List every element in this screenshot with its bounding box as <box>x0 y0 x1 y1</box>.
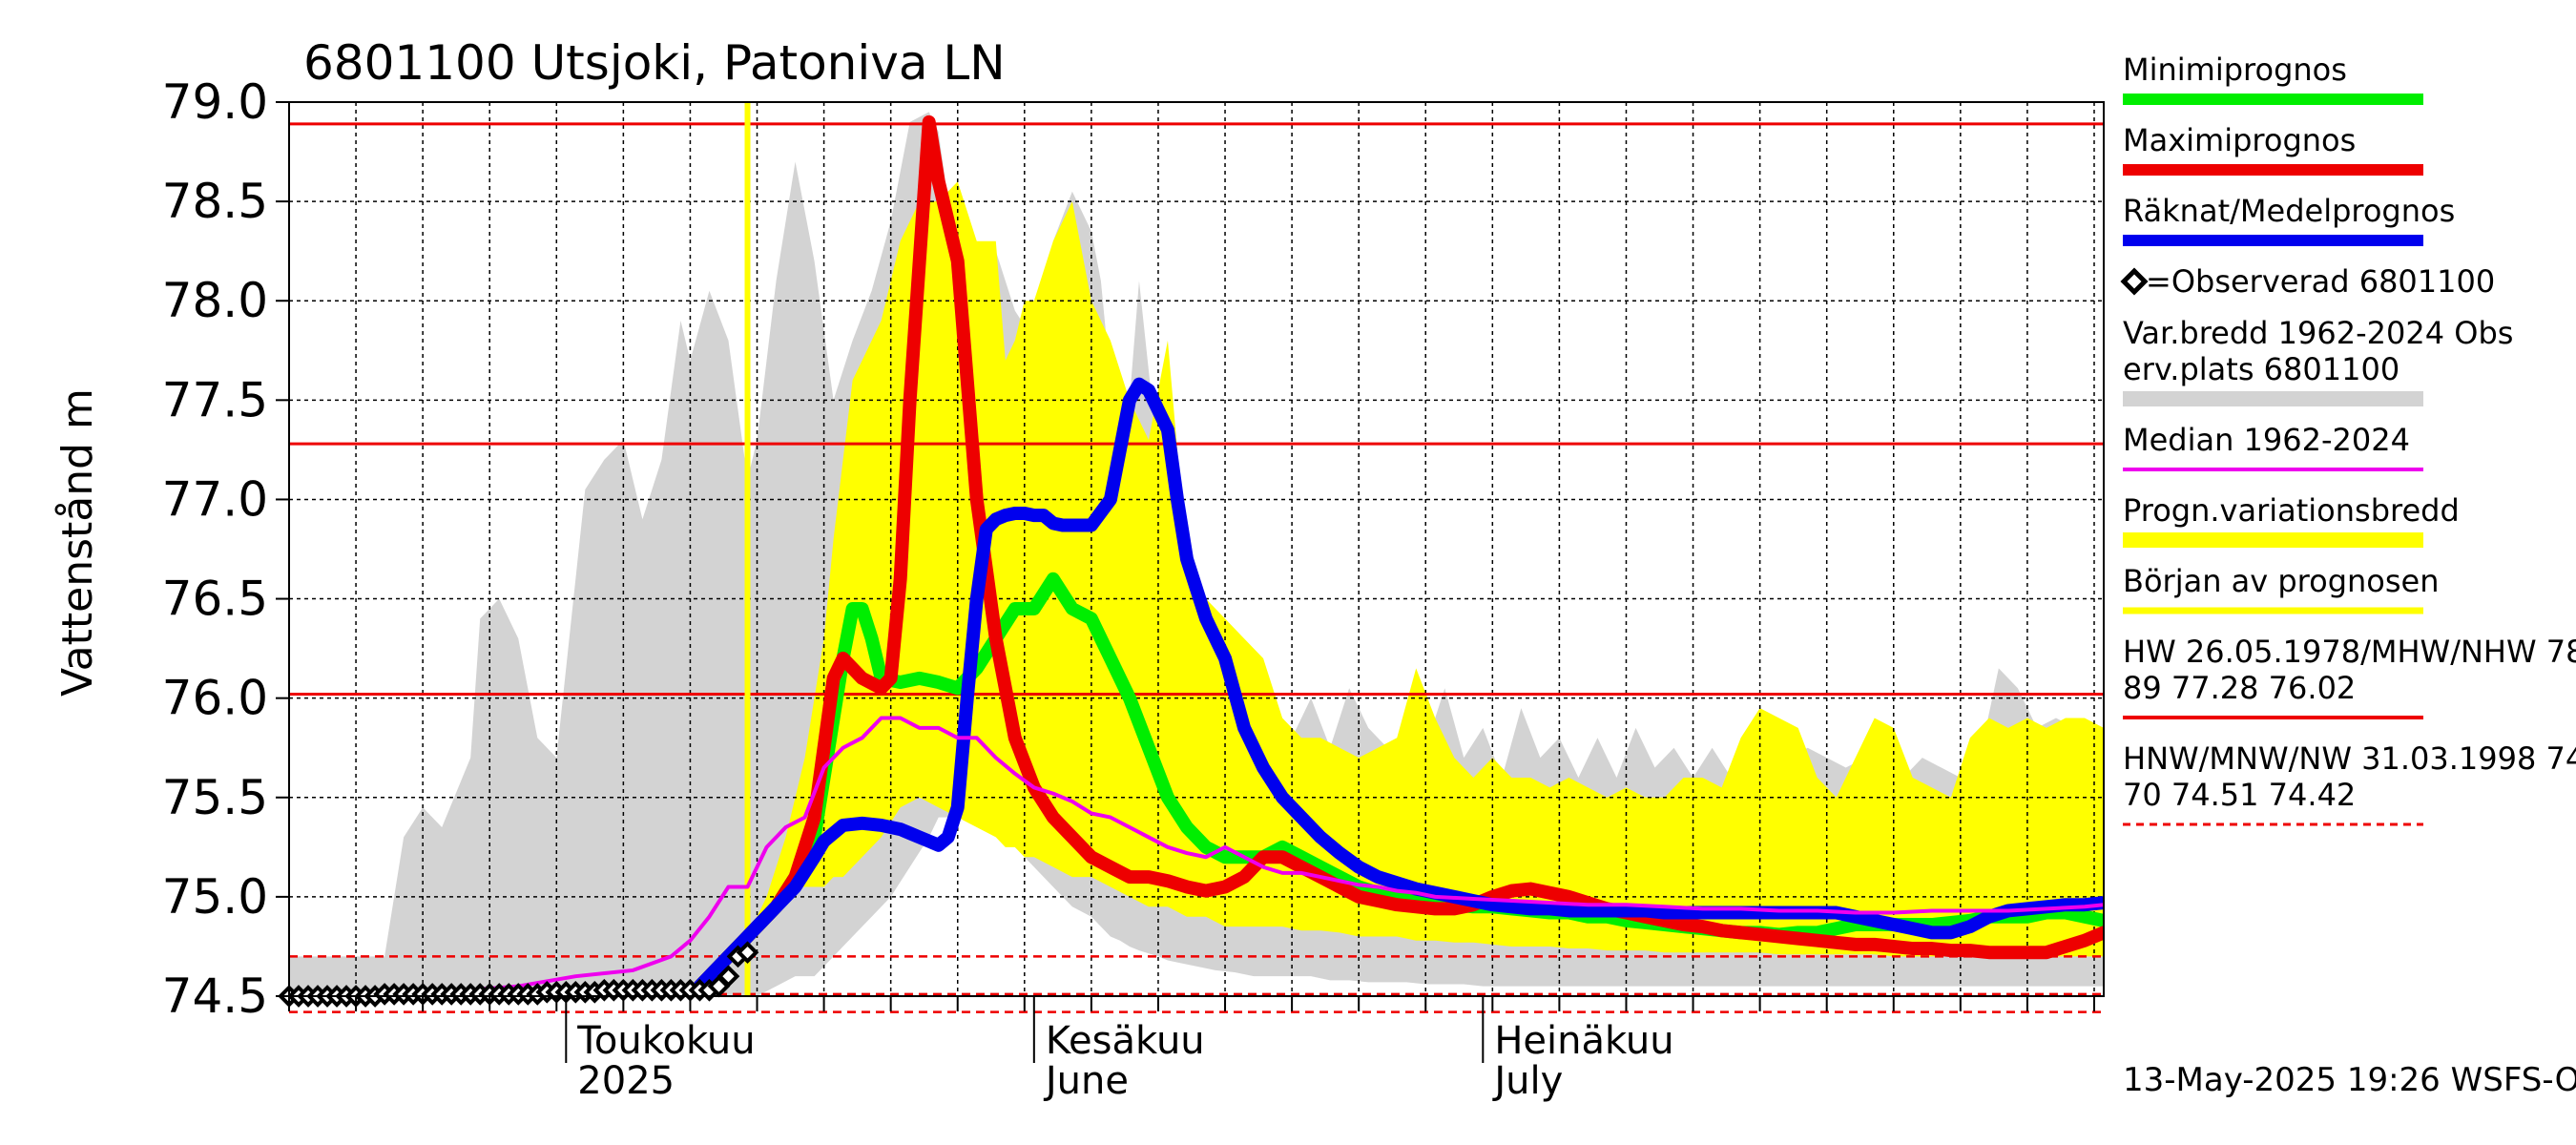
x-tick-label: Heinäkuu <box>1494 1019 1673 1063</box>
y-tick-label: 77.0 <box>162 471 268 527</box>
observed-point <box>736 941 759 965</box>
x-tick-label: July <box>1491 1059 1563 1103</box>
y-tick-label: 76.0 <box>162 671 268 726</box>
series-line-minimiprognos <box>693 572 2104 993</box>
series <box>289 114 2104 996</box>
observed-point <box>717 965 740 989</box>
legend-swatch <box>2123 391 2423 406</box>
legend-label: Median 1962-2024 <box>2123 422 2410 458</box>
y-tick-label: 75.0 <box>162 869 268 925</box>
legend-label: erv.plats 6801100 <box>2123 351 2399 387</box>
y-tick-label: 77.5 <box>162 372 268 427</box>
legend-swatch <box>2123 532 2423 548</box>
historical-range-band <box>289 112 2104 996</box>
plot-frame <box>288 101 2105 997</box>
x-tick-label: Kesäkuu <box>1046 1019 1205 1063</box>
legend-label: 89 77.28 76.02 <box>2123 670 2356 706</box>
legend-label: Räknat/Medelprognos <box>2123 193 2455 229</box>
x-tick-label: 2025 <box>577 1059 675 1103</box>
legend-label: 70 74.51 74.42 <box>2123 777 2356 813</box>
y-tick-label: 78.0 <box>162 273 268 328</box>
series-line-maximiprognos <box>693 114 2104 993</box>
legend: Minimiprognos Maximiprognos Räknat/Medelpr… <box>2120 52 2576 826</box>
legend-label: Minimiprognos <box>2123 52 2347 88</box>
y-tick-label: 74.5 <box>162 968 268 1024</box>
y-tick-label: 78.5 <box>162 174 268 229</box>
chart-title: 6801100 Utsjoki, Patoniva LN <box>303 35 1006 91</box>
legend-label: Progn.variationsbredd <box>2123 492 2460 529</box>
legend-label: HW 26.05.1978/MHW/NHW 78. <box>2123 634 2576 670</box>
y-axis-label: Vattenstånd m <box>53 388 102 697</box>
legend-label: Var.bredd 1962-2024 Obs <box>2123 315 2513 351</box>
legend-label: =Observerad 6801100 <box>2146 263 2495 300</box>
y-tick-label: 75.5 <box>162 770 268 825</box>
y-tick-label: 76.5 <box>162 572 268 627</box>
legend-label: Maximiprognos <box>2123 122 2356 158</box>
legend-label: HNW/MNW/NW 31.03.1998 74. <box>2123 740 2576 777</box>
y-tick-label: 79.0 <box>162 74 268 130</box>
x-tick-label: Toukokuu <box>576 1019 755 1063</box>
plot-area: 74.5 75.0 75.5 76.0 76.5 77.0 77.5 78.0 78.5 79.0… <box>162 74 2105 1103</box>
series-line-median-1962-2024 <box>289 716 2104 996</box>
observed-markers <box>278 941 759 1008</box>
x-tick-label: June <box>1043 1059 1129 1103</box>
legend-swatch <box>2120 267 2149 296</box>
forecast-range-band <box>718 181 2104 977</box>
timestamp-footer: 13-May-2025 19:26 WSFS-O <box>2123 1061 2576 1099</box>
bands <box>289 112 2104 996</box>
legend-label: Början av prognosen <box>2123 563 2440 599</box>
